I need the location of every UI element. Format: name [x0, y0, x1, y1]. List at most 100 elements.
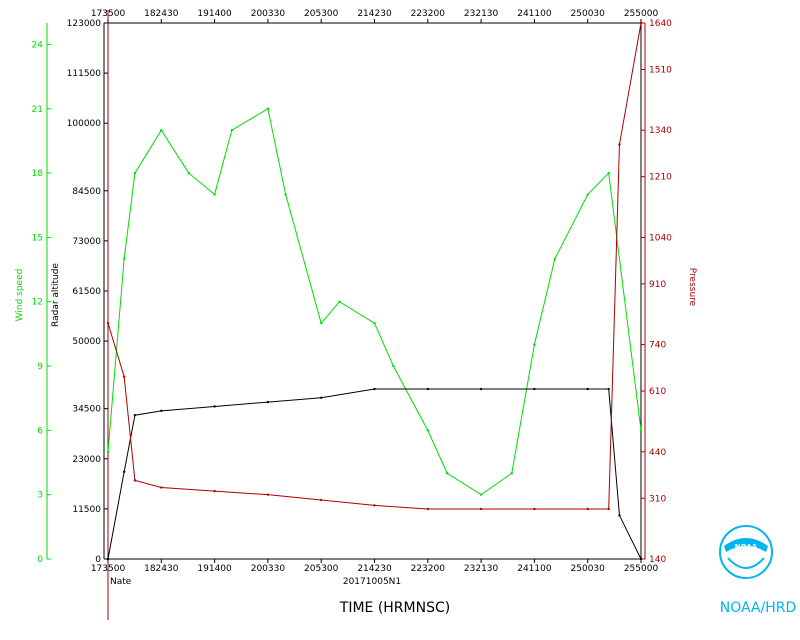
flight-id: 20171005N1 [343, 577, 401, 587]
wind-tick-label: 9 [37, 362, 43, 372]
plot-frame [107, 22, 642, 560]
pressure-axis: 140 310 440 610 740 910 1040 1210 1340 1510 1640 [641, 19, 672, 565]
pressure-point [533, 507, 536, 511]
x-axis-title: TIME (HRMNSC) [339, 600, 450, 616]
pressure-point [607, 507, 610, 511]
noaa-hrd-label: NOAA/HRD [720, 600, 797, 616]
x-tick-label-top: 173500 [91, 9, 126, 19]
altitude-tick-label: 73000 [72, 237, 101, 247]
pressure-point [373, 504, 376, 507]
wind-speed-point [213, 193, 216, 196]
radar-altitude-point [618, 514, 621, 517]
altitude-tick-label: 34500 [72, 405, 101, 415]
pressure-tick-label: 310 [649, 494, 666, 504]
radar-altitude-point [426, 387, 429, 391]
radar-altitude-point [133, 413, 137, 417]
altitude-axis: 0 11500 23000 34500 50000 61500 73000 84500 1000… [67, 19, 108, 565]
x-tick-label-bottom: 191400 [197, 564, 232, 574]
wind-axis-title: Wind speed [15, 269, 25, 322]
wind-speed-point [338, 300, 341, 303]
pressure-tick-label: 1040 [649, 233, 672, 243]
x-tick-label-top: 182430 [144, 9, 179, 19]
altitude-tick-label: 100000 [67, 119, 102, 129]
wind-tick-label: 18 [32, 169, 44, 179]
storm-name: Nate [110, 577, 132, 587]
pressure-point [122, 375, 126, 378]
wind-speed-point [426, 429, 429, 432]
wind-tick-label: 24 [32, 40, 44, 50]
radar-altitude-point [266, 400, 270, 404]
x-tick-label-bottom: 205300 [304, 564, 339, 574]
wind-speed-point [607, 171, 610, 175]
pressure-point [618, 143, 621, 146]
altitude-tick-label: 123000 [67, 19, 102, 29]
x-tick-label-top: 223200 [411, 9, 446, 19]
wind-speed-point [639, 429, 643, 432]
x-tick-label-bottom: 214230 [357, 564, 392, 574]
wind-speed-point [373, 321, 376, 325]
x-tick-label-top: 214230 [357, 9, 392, 19]
altitude-tick-label: 61500 [72, 287, 101, 297]
pressure-tick-label: 440 [649, 448, 666, 458]
x-tick-label-bottom: 255000 [624, 564, 659, 574]
radar-altitude-point [479, 387, 483, 391]
altitude-tick-label: 23000 [72, 455, 101, 465]
wind-speed-point [160, 129, 163, 132]
radar-altitude-point [122, 470, 126, 474]
pressure-tick-label: 910 [649, 280, 666, 290]
pressure-tick-label: 140 [649, 555, 666, 565]
pressure-tick-label: 1340 [649, 126, 672, 136]
altitude-tick-label: 0 [95, 555, 101, 565]
wind-tick-label: 0 [37, 555, 43, 565]
radar-altitude-point [607, 387, 610, 391]
wind-tick-label: 15 [32, 233, 43, 243]
x-tick-label-bottom: 223200 [411, 564, 446, 574]
altitude-tick-label: 50000 [72, 337, 101, 347]
radar-altitude-point [106, 557, 110, 561]
wind-speed-point [230, 129, 234, 132]
x-tick-label-bottom: 241100 [517, 564, 552, 574]
pressure-point [266, 493, 270, 496]
x-tick-label-top: 191400 [197, 9, 232, 19]
radar-altitude-point [213, 405, 216, 408]
radar-altitude-point [533, 387, 536, 391]
svg-text:NOAA: NOAA [735, 543, 758, 551]
wind-speed-point [479, 493, 483, 496]
x-tick-label-top: 205300 [304, 9, 339, 19]
wind-speed-point [510, 472, 513, 475]
pressure-point [426, 507, 429, 511]
wind-speed-point [106, 450, 110, 453]
radar-altitude-point [320, 396, 323, 399]
wind-tick-label: 6 [37, 426, 43, 436]
wind-speed-point [187, 171, 190, 175]
pressure-axis-title: Pressure [687, 268, 697, 307]
wind-speed-point [122, 257, 126, 261]
pressure-point [106, 321, 110, 325]
x-axis-bottom: 173500 182430 191400 200330 205300 214230 2232… [91, 559, 659, 574]
wind-tick-label: 3 [37, 491, 43, 501]
x-tick-label-bottom: 250030 [571, 564, 606, 574]
altitude-axis-title: Radar altitude [51, 263, 61, 327]
radar-altitude-point [586, 387, 589, 391]
radar-altitude-point [639, 557, 643, 561]
pressure-tick-label: 1510 [649, 65, 672, 75]
wind-speed-point [284, 193, 287, 196]
altitude-tick-label: 84500 [72, 187, 101, 197]
x-tick-label-bottom: 173500 [91, 564, 126, 574]
pressure-point [639, 21, 643, 25]
pressure-tick-label: 610 [649, 387, 666, 397]
x-tick-label-bottom: 182430 [144, 564, 179, 574]
wind-tick-label: 21 [32, 105, 43, 115]
radar-altitude-line [107, 388, 642, 560]
pressure-point [133, 479, 137, 482]
radar-altitude-point [373, 387, 376, 391]
pressure-point [586, 507, 589, 511]
series-layer [106, 21, 643, 561]
wind-speed-point [586, 193, 589, 196]
pressure-tick-label: 1210 [649, 173, 672, 183]
radar-altitude-point [160, 409, 163, 413]
pressure-line [107, 22, 642, 510]
x-axis-top: 173500 182430 191400 200330 205300 214230 2232… [91, 9, 658, 23]
wind-speed-point [266, 107, 270, 110]
